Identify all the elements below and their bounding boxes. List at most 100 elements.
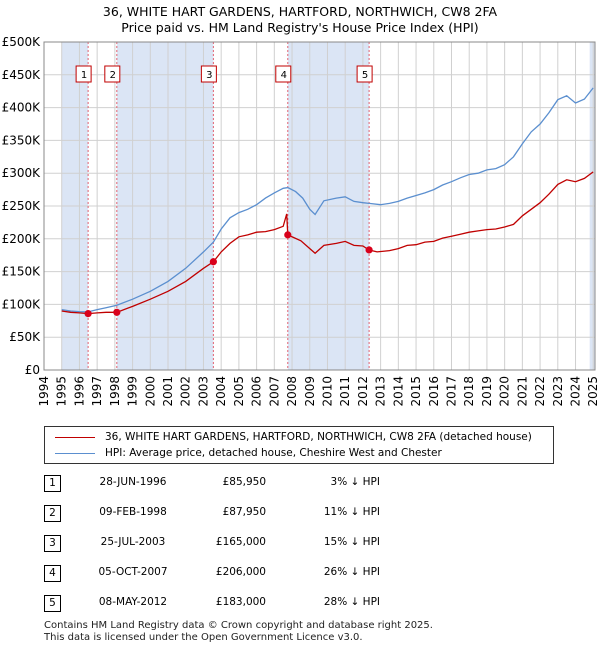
y-tick-label: £450K (2, 68, 42, 82)
sale-label-box (356, 65, 373, 83)
y-tick-label: £0 (25, 363, 40, 377)
sale-label: 3 (206, 70, 212, 81)
legend-swatch-property (55, 436, 95, 438)
legend-item-hpi: HPI: Average price, detached house, Ches… (55, 445, 442, 461)
transaction-price: £87,950 (222, 506, 266, 518)
transaction-number: 2 (44, 505, 61, 522)
x-tick-label: 2014 (391, 376, 405, 407)
x-tick-label: 1997 (90, 376, 104, 407)
footer-licence: This data is licensed under the Open Gov… (44, 632, 363, 643)
y-tick-label: £100K (2, 297, 42, 311)
x-tick-label: 1995 (55, 376, 69, 407)
sale-label: 4 (281, 70, 287, 81)
x-tick-label: 2018 (462, 376, 476, 407)
x-tick-label: 2023 (551, 376, 565, 407)
legend-label-hpi: HPI: Average price, detached house, Ches… (105, 447, 442, 459)
transaction-row: 2 09-FEB-1998 £87,950 11% ↓ HPI (44, 502, 564, 532)
chart-legend: 36, WHITE HART GARDENS, HARTFORD, NORTHW… (44, 426, 554, 464)
x-tick-label: 1998 (108, 376, 122, 407)
x-tick-label: 2010 (320, 376, 334, 407)
hpi-line (61, 87, 594, 313)
transaction-hpi-diff: 26% ↓ HPI (323, 566, 380, 578)
legend-swatch-hpi (55, 452, 95, 454)
x-tick-label: 1996 (72, 376, 86, 407)
transaction-date: 25-JUL-2003 (100, 536, 166, 548)
x-tick-label: 2000 (143, 376, 157, 407)
y-tick-label: £200K (2, 232, 42, 246)
transaction-row: 5 08-MAY-2012 £183,000 28% ↓ HPI (44, 592, 564, 622)
sale-point (113, 308, 121, 316)
x-tick-label: 2024 (569, 376, 583, 407)
x-tick-label: 2008 (285, 376, 299, 407)
sale-label-box (75, 65, 92, 83)
x-tick-label: 2021 (515, 376, 529, 407)
x-tick-label: 2017 (444, 376, 458, 407)
x-tick-label: 2006 (250, 376, 264, 407)
transaction-price: £183,000 (215, 596, 266, 608)
legend-label-property: 36, WHITE HART GARDENS, HARTFORD, NORTHW… (105, 431, 532, 443)
x-tick-label: 2019 (480, 376, 494, 407)
transaction-date: 28-JUN-1996 (99, 476, 167, 488)
sale-point (84, 310, 92, 318)
y-tick-label: £250K (2, 199, 42, 213)
footer-copyright: Contains HM Land Registry data © Crown c… (44, 620, 433, 631)
transaction-hpi-diff: 11% ↓ HPI (323, 506, 380, 518)
property-price-line (61, 171, 594, 315)
x-tick-label: 2002 (179, 376, 193, 407)
transaction-date: 09-FEB-1998 (99, 506, 167, 518)
x-tick-label: 2011 (338, 376, 352, 407)
sale-label-box (104, 65, 121, 83)
transaction-hpi-diff: 15% ↓ HPI (323, 536, 380, 548)
x-tick-label: 2009 (303, 376, 317, 407)
transactions-table: 1 28-JUN-1996 £85,950 3% ↓ HPI 2 09-FEB-… (44, 472, 564, 622)
transaction-price: £85,950 (222, 476, 266, 488)
transaction-price: £165,000 (215, 536, 266, 548)
transaction-number: 3 (44, 535, 61, 552)
sale-label-box (275, 65, 292, 83)
x-tick-label: 2020 (498, 376, 512, 407)
transaction-date: 08-MAY-2012 (98, 596, 168, 608)
transaction-row: 4 05-OCT-2007 £206,000 26% ↓ HPI (44, 562, 564, 592)
x-tick-label: 1994 (37, 376, 51, 407)
y-tick-label: £500K (2, 35, 42, 49)
chart-title-block: 36, WHITE HART GARDENS, HARTFORD, NORTHW… (0, 4, 600, 36)
x-tick-label: 2015 (409, 376, 423, 407)
price-chart: £0 £50K £100K £150K £200K £250K £300K £350K £400… (2, 35, 600, 407)
transaction-date: 05-OCT-2007 (98, 566, 168, 578)
transaction-hpi-diff: 3% ↓ HPI (330, 476, 380, 488)
sale-label: 2 (110, 70, 116, 81)
transaction-number: 5 (44, 595, 61, 612)
x-tick-label: 2003 (196, 376, 210, 407)
sale-label: 5 (362, 70, 368, 81)
sale-point (284, 231, 292, 239)
y-tick-label: £400K (2, 101, 42, 115)
transaction-number: 1 (44, 475, 61, 492)
x-tick-label: 2022 (533, 376, 547, 407)
x-tick-label: 2005 (232, 376, 246, 407)
sale-label: 1 (81, 70, 87, 81)
sale-point (209, 258, 217, 266)
transaction-hpi-diff: 28% ↓ HPI (323, 596, 380, 608)
sale-label-box (200, 65, 217, 83)
y-tick-label: £350K (2, 133, 42, 147)
transaction-row: 1 28-JUN-1996 £85,950 3% ↓ HPI (44, 472, 564, 502)
plot-border (43, 41, 596, 371)
chart-subtitle: Price paid vs. HM Land Registry's House … (121, 20, 479, 35)
x-tick-label: 2016 (427, 376, 441, 407)
legend-item-property: 36, WHITE HART GARDENS, HARTFORD, NORTHW… (55, 429, 532, 445)
x-tick-label: 1999 (126, 376, 140, 407)
chart-title: 36, WHITE HART GARDENS, HARTFORD, NORTHW… (102, 4, 498, 19)
transaction-row: 3 25-JUL-2003 £165,000 15% ↓ HPI (44, 532, 564, 562)
x-tick-label: 2025 (586, 376, 600, 407)
footer: Contains HM Land Registry data © Crown c… (44, 620, 433, 644)
y-tick-label: £300K (2, 166, 42, 180)
x-tick-label: 2012 (356, 376, 370, 407)
y-tick-label: £50K (9, 330, 41, 344)
sale-point (365, 246, 373, 254)
transaction-number: 4 (44, 565, 61, 582)
x-tick-label: 2007 (267, 376, 281, 407)
x-tick-label: 2013 (374, 376, 388, 407)
x-tick-label: 2001 (161, 376, 175, 407)
transaction-price: £206,000 (215, 566, 266, 578)
y-tick-label: £150K (2, 265, 42, 279)
